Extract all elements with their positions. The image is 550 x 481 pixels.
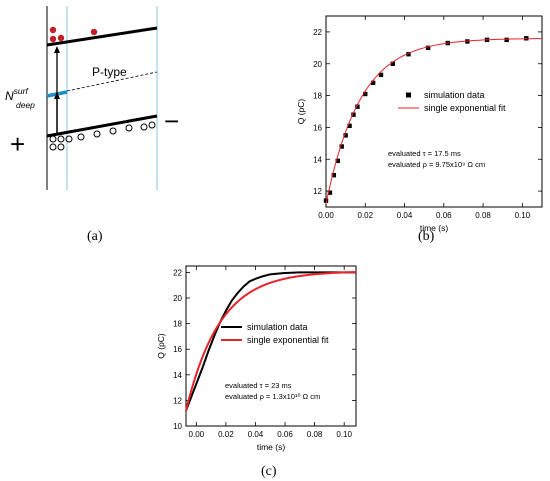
series-line <box>185 271 357 411</box>
region-label: P-type <box>92 65 127 79</box>
x-tick-label: 0.10 <box>336 430 352 439</box>
y-axis-label: Q (pC) <box>156 333 166 359</box>
nsurf-sup: surf <box>14 86 30 96</box>
x-tick-label: 0.06 <box>277 430 293 439</box>
legend-label: single exponential fit <box>247 335 329 345</box>
hole-circle <box>49 135 57 143</box>
data-point <box>331 172 337 178</box>
panel-label-c: (c) <box>261 464 277 479</box>
x-tick-label: 0.02 <box>218 430 234 439</box>
legend-label: simulation data <box>247 322 308 332</box>
y-tick-label: 10 <box>173 422 182 431</box>
schematic-panel: P-type Nsurf deep + − <box>5 6 179 190</box>
data-point <box>335 158 340 164</box>
data-point <box>347 123 352 129</box>
chart-c: 0.00 0.02 0.04 0.06 0.08 0.10 10 12 14 16 18 20 22 ti… <box>156 265 357 452</box>
y-tick-label: 14 <box>173 371 182 380</box>
plot-frame <box>325 15 543 208</box>
data-point <box>363 91 368 97</box>
data-point <box>504 37 509 43</box>
data-point <box>406 52 411 57</box>
y-tick-label: 22 <box>313 28 322 37</box>
panel-label-b: (b) <box>418 229 435 244</box>
y-tick-label: 20 <box>313 60 322 69</box>
data-point <box>370 80 376 86</box>
data-point <box>425 45 431 51</box>
chart-b: 0.00 0.02 0.04 0.06 0.08 0.10 12 14 16 18 20 22 time… <box>296 15 543 233</box>
hole-circles <box>49 121 156 151</box>
transition-arrow-down-head <box>54 92 60 99</box>
data-point <box>323 198 329 203</box>
plus-sign: + <box>10 129 25 159</box>
nsurf-sub: deep <box>16 100 35 110</box>
x-tick-label: 0.04 <box>397 211 413 220</box>
y-tick-label: 12 <box>173 396 182 405</box>
x-tick-label: 0.10 <box>515 211 531 220</box>
x-axis-label: time (s) <box>257 442 286 452</box>
panel-label-a: (a) <box>87 229 103 244</box>
series-line <box>185 271 356 411</box>
y-tick-label: 20 <box>173 294 182 303</box>
transition-arrow-up-head <box>54 46 60 53</box>
legend-swatch <box>406 92 411 98</box>
hole-circle <box>77 133 85 141</box>
electron-dot <box>90 28 98 36</box>
x-tick-label: 0.02 <box>357 211 373 220</box>
plot-frame <box>185 265 357 427</box>
minus-sign: − <box>164 106 179 136</box>
data-point <box>327 190 333 195</box>
hole-circle <box>109 127 117 135</box>
x-tick-label: 0.08 <box>475 211 491 220</box>
data-point <box>343 133 348 138</box>
x-tick-label: 0.08 <box>307 430 323 439</box>
y-tick-label: 16 <box>173 345 182 354</box>
hole-circle <box>125 124 133 132</box>
x-tick-label: 0.04 <box>248 430 264 439</box>
annotation: evaluated ρ = 1.3x10¹⁰ Ω cm <box>225 392 320 401</box>
hole-circle <box>65 135 73 143</box>
conduction-band <box>46 26 158 47</box>
data-point <box>351 112 356 117</box>
nsurf-main: N <box>5 89 14 103</box>
annotation: evaluated τ = 23 ms <box>225 381 292 390</box>
y-tick-label: 18 <box>313 92 322 101</box>
x-tick-label: 0.00 <box>189 430 205 439</box>
hole-circle <box>93 130 101 138</box>
data-point <box>339 144 344 149</box>
electron-dot <box>49 35 57 43</box>
fermi-level <box>66 71 158 92</box>
hole-circle <box>49 143 57 151</box>
annotation: evaluated ρ = 9.75x10⁹ Ω cm <box>388 160 485 169</box>
electron-dot <box>57 34 65 42</box>
x-tick-label: 0.06 <box>436 211 452 220</box>
hole-circle <box>57 143 65 151</box>
y-tick-label: 22 <box>173 268 182 277</box>
legend-label: simulation data <box>424 90 485 100</box>
valence-band <box>46 114 158 138</box>
y-tick-label: 12 <box>313 187 322 196</box>
x-axis-label: time (s) <box>420 223 449 233</box>
y-tick-label: 14 <box>313 155 322 164</box>
legend-label: single exponential fit <box>424 103 506 113</box>
y-axis-label: Q (pC) <box>296 99 306 125</box>
hole-circle <box>140 123 148 131</box>
data-point <box>378 72 384 78</box>
y-tick-label: 18 <box>173 320 182 329</box>
y-tick-label: 16 <box>313 123 322 132</box>
annotation: evaluated τ = 17.5 ms <box>388 149 461 158</box>
electron-dot <box>49 26 57 34</box>
nsurf-label: Nsurf deep <box>5 86 35 110</box>
data-point <box>390 61 395 66</box>
hole-circle <box>148 121 156 129</box>
data-point <box>355 104 360 109</box>
x-tick-label: 0.00 <box>318 211 334 220</box>
series-line <box>325 38 543 204</box>
hole-circle <box>57 135 65 143</box>
